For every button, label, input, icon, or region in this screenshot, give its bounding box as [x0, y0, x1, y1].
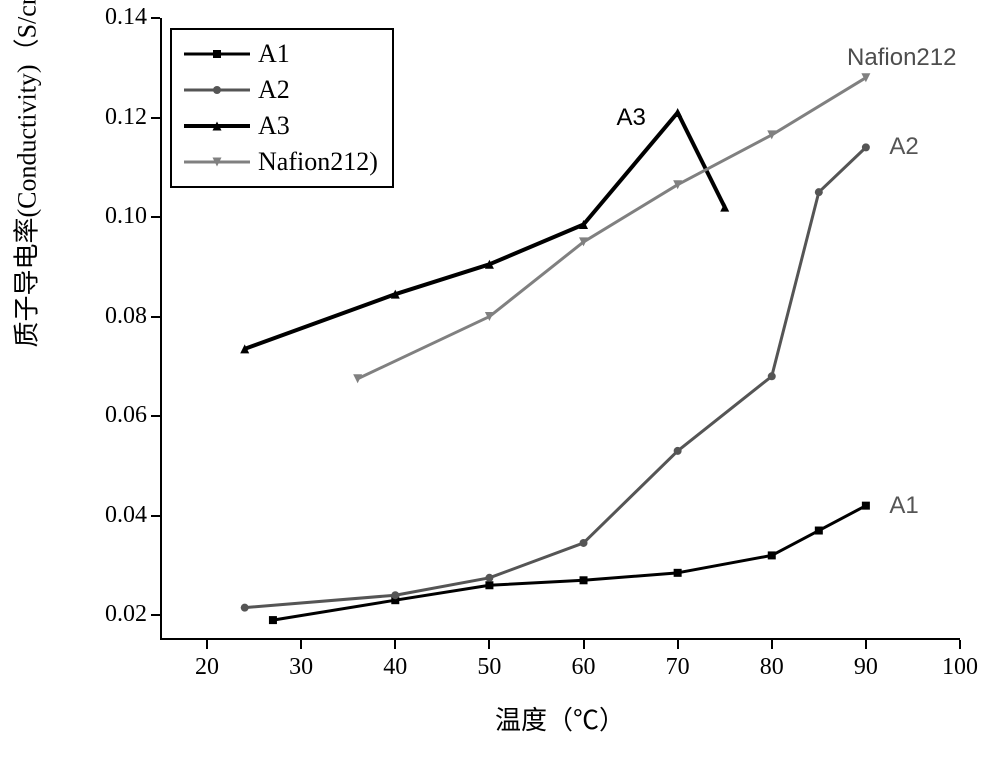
legend-swatch-icon	[182, 36, 252, 72]
y-tick	[151, 216, 160, 218]
series-label: A2	[889, 133, 918, 161]
marker-A1	[768, 551, 776, 559]
legend-item: A1	[182, 36, 378, 72]
series-label: A3	[616, 104, 645, 132]
marker-A2	[815, 188, 823, 196]
series-label: A1	[889, 492, 918, 520]
y-tick-label: 0.02	[75, 601, 147, 628]
legend-swatch-icon	[182, 144, 252, 180]
x-tick	[206, 640, 208, 649]
y-tick-label: 0.14	[75, 4, 147, 31]
legend: A1 A2 A3 Nafion212)	[170, 28, 394, 188]
chart-container: A1 A2 A3 Nafion212) 质子导电率(Conductivity)（S/c…	[0, 0, 1000, 758]
x-tick-label: 20	[177, 654, 237, 681]
marker-A2	[391, 591, 399, 599]
y-tick	[151, 17, 160, 19]
x-tick-label: 90	[836, 654, 896, 681]
marker-A2	[674, 447, 682, 455]
marker-A2	[862, 143, 870, 151]
x-tick	[771, 640, 773, 649]
y-tick-label: 0.06	[75, 402, 147, 429]
y-tick-label: 0.12	[75, 104, 147, 131]
marker-A1	[269, 616, 277, 624]
y-tick-label: 0.08	[75, 303, 147, 330]
series-label: Nafion212	[847, 44, 956, 72]
x-tick-label: 100	[930, 654, 990, 681]
x-tick	[865, 640, 867, 649]
legend-item: A2	[182, 72, 378, 108]
y-tick-label: 0.04	[75, 502, 147, 529]
x-tick	[488, 640, 490, 649]
x-tick	[300, 640, 302, 649]
x-tick-label: 70	[648, 654, 708, 681]
data-layer	[0, 0, 1000, 758]
marker-A3	[673, 108, 682, 117]
series-line-Nafion212	[358, 78, 866, 379]
x-tick-label: 30	[271, 654, 331, 681]
marker-A2	[580, 539, 588, 547]
x-tick-label: 50	[459, 654, 519, 681]
marker-A1	[862, 502, 870, 510]
marker-A1	[674, 569, 682, 577]
marker-A2	[485, 574, 493, 582]
legend-label: Nafion212)	[258, 147, 378, 177]
marker-A1	[580, 576, 588, 584]
y-axis-label: 质子导电率(Conductivity)（S/cm）	[7, 318, 44, 348]
legend-label: A1	[258, 39, 290, 69]
x-tick	[394, 640, 396, 649]
x-tick-label: 40	[365, 654, 425, 681]
series-line-A1	[273, 506, 866, 620]
y-tick	[151, 515, 160, 517]
legend-item: A3	[182, 108, 378, 144]
x-tick-label: 60	[554, 654, 614, 681]
legend-swatch-icon	[182, 108, 252, 144]
y-tick	[151, 614, 160, 616]
y-tick	[151, 415, 160, 417]
x-tick-label: 80	[742, 654, 802, 681]
y-tick-label: 0.10	[75, 203, 147, 230]
y-tick	[151, 316, 160, 318]
marker-A2	[768, 372, 776, 380]
x-axis-label: 温度（℃）	[160, 700, 960, 737]
marker-A1	[815, 527, 823, 535]
x-tick	[677, 640, 679, 649]
x-tick	[959, 640, 961, 649]
legend-item: Nafion212)	[182, 144, 378, 180]
legend-swatch-icon	[182, 72, 252, 108]
legend-label: A3	[258, 111, 290, 141]
x-tick	[583, 640, 585, 649]
legend-label: A2	[258, 75, 290, 105]
marker-A1	[485, 581, 493, 589]
marker-A2	[241, 604, 249, 612]
y-tick	[151, 117, 160, 119]
